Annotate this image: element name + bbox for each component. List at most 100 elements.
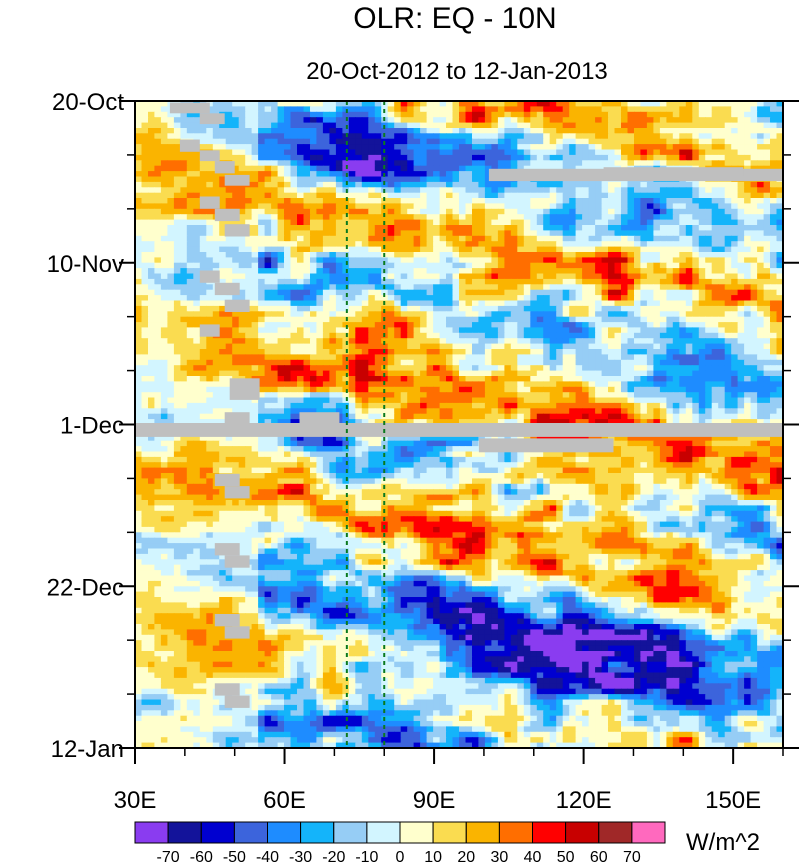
field-cell <box>426 365 434 372</box>
field-cell <box>569 187 577 194</box>
field-cell <box>724 149 732 156</box>
field-cell <box>355 365 363 372</box>
field-cell <box>595 128 603 134</box>
field-cell <box>491 111 499 118</box>
field-cell <box>510 192 518 199</box>
field-cell <box>478 338 486 345</box>
field-cell <box>536 241 544 248</box>
field-cell <box>193 117 201 124</box>
field-cell <box>666 365 674 372</box>
field-cell <box>245 246 253 253</box>
field-cell <box>640 219 648 226</box>
field-cell <box>770 128 778 134</box>
field-cell <box>705 278 713 285</box>
field-cell <box>322 203 330 210</box>
field-cell <box>303 181 311 188</box>
field-cell <box>757 273 765 280</box>
field-cell <box>659 154 667 161</box>
field-cell <box>517 160 525 167</box>
field-cell <box>640 332 648 339</box>
field-cell <box>679 144 687 151</box>
field-cell <box>692 181 700 188</box>
field-cell <box>562 262 570 269</box>
field-cell <box>335 165 343 172</box>
field-cell <box>173 327 181 334</box>
field-cell <box>264 160 272 167</box>
field-cell <box>776 128 783 134</box>
field-cell <box>206 165 214 172</box>
field-cell <box>718 305 726 312</box>
field-cell <box>595 198 603 204</box>
field-cell <box>517 257 525 264</box>
field-cell <box>355 181 363 188</box>
field-cell <box>387 214 395 221</box>
field-cell <box>225 138 233 145</box>
field-cell <box>154 289 162 296</box>
field-cell <box>543 322 551 329</box>
field-cell <box>666 311 674 318</box>
field-cell <box>167 176 175 183</box>
field-cell <box>757 349 765 355</box>
field-cell <box>582 225 590 231</box>
field-cell <box>614 262 622 269</box>
field-cell <box>549 311 557 318</box>
field-cell <box>634 354 642 361</box>
field-cell <box>666 187 674 194</box>
field-cell <box>433 252 441 258</box>
field-cell <box>582 284 590 291</box>
field-cell <box>173 181 181 188</box>
field-cell <box>472 154 480 161</box>
field-cell <box>698 225 706 231</box>
field-cell <box>413 101 421 107</box>
field-cell <box>186 154 194 161</box>
field-cell <box>400 176 408 183</box>
field-cell <box>608 106 616 113</box>
field-cell <box>284 219 292 226</box>
field-cell <box>141 235 149 242</box>
field-cell <box>614 284 622 291</box>
field-cell <box>232 349 240 355</box>
field-cell <box>614 349 622 355</box>
field-cell <box>646 111 654 118</box>
field-cell <box>310 289 318 296</box>
field-cell <box>154 278 162 285</box>
field-cell <box>659 198 667 204</box>
field-cell <box>186 181 194 188</box>
field-cell <box>575 262 583 269</box>
field-cell <box>582 338 590 345</box>
field-cell <box>562 246 570 253</box>
field-cell <box>523 187 531 194</box>
field-cell <box>776 284 783 291</box>
field-cell <box>757 289 765 296</box>
field-cell <box>232 241 240 248</box>
field-cell <box>614 208 622 215</box>
field-cell <box>368 133 376 140</box>
field-cell <box>245 343 253 350</box>
field-cell <box>770 338 778 345</box>
field-cell <box>180 311 188 318</box>
field-cell <box>575 198 583 204</box>
field-cell <box>387 273 395 280</box>
field-cell <box>225 365 233 372</box>
field-cell <box>640 311 648 318</box>
field-cell <box>530 311 538 318</box>
field-cell <box>757 257 765 264</box>
field-cell <box>361 273 369 280</box>
field-cell <box>595 252 603 258</box>
field-cell <box>199 246 207 253</box>
field-cell <box>310 268 318 275</box>
field-cell <box>569 246 577 253</box>
field-cell <box>601 295 609 302</box>
field-cell <box>212 133 220 140</box>
field-cell <box>692 187 700 194</box>
field-cell <box>575 117 583 124</box>
field-cell <box>627 187 635 194</box>
field-cell <box>517 322 525 329</box>
field-cell <box>368 327 376 334</box>
field-cell <box>718 268 726 275</box>
field-cell <box>582 138 590 145</box>
field-cell <box>763 122 771 129</box>
field-cell <box>446 322 454 329</box>
field-cell <box>374 257 382 264</box>
field-cell <box>757 338 765 345</box>
